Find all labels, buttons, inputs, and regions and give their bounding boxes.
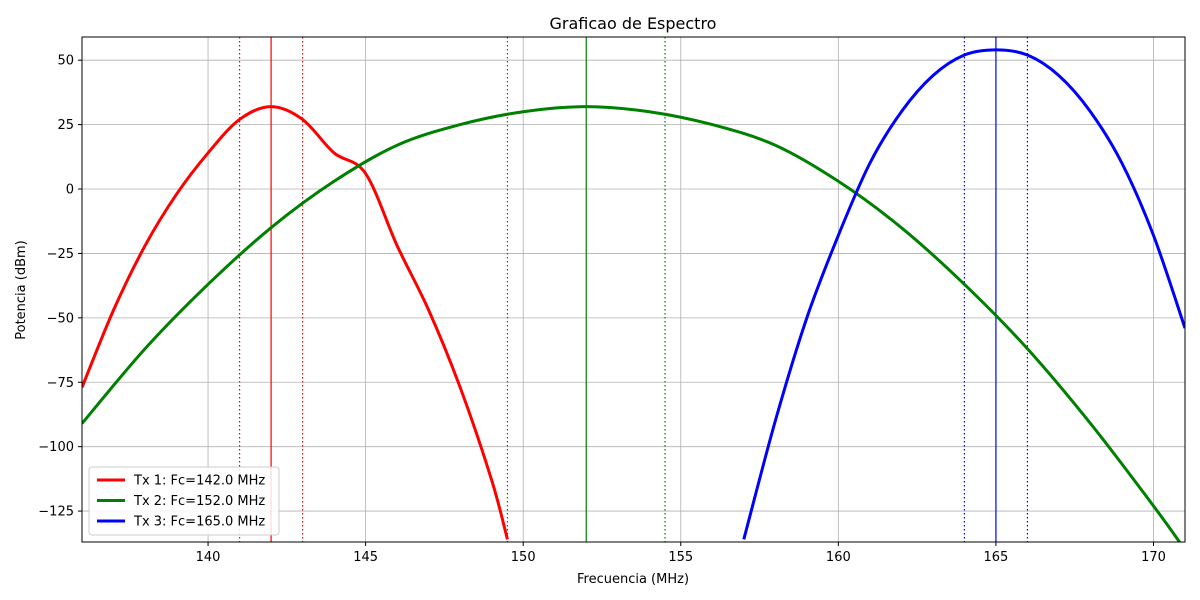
y-tick-label: 0 — [66, 183, 74, 198]
x-tick-label: 165 — [984, 550, 1009, 565]
x-tick-label: 155 — [668, 550, 693, 565]
series-line-tx3 — [742, 48, 1185, 540]
y-tick-label: −125 — [38, 505, 74, 520]
chart-title: Graficao de Espectro — [550, 14, 717, 33]
legend: Tx 1: Fc=142.0 MHz Tx 2: Fc=152.0 MHz Tx 3… — [88, 466, 280, 536]
series-line-tx2 — [82, 105, 1182, 542]
series-lines — [82, 48, 1185, 542]
y-tick-label: −75 — [47, 376, 74, 391]
y-tick-label: −25 — [47, 247, 74, 262]
x-tick-label: 170 — [1141, 550, 1166, 565]
series-line-tx1 — [82, 105, 509, 540]
legend-box — [88, 466, 280, 536]
y-axis-label: Potencia (dBm) — [14, 240, 29, 340]
axis-ticks: 140 145 150 155 160 165 170 50 25 0 −25 −50 −75 −100 −… — [38, 54, 1166, 565]
x-axis-label: Frecuencia (MHz) — [577, 572, 689, 587]
axes-frame — [81, 36, 1186, 543]
x-tick-label: 160 — [826, 550, 851, 565]
legend-entry-label: Tx 2: Fc=152.0 MHz — [133, 494, 265, 509]
y-tick-label: 25 — [57, 118, 74, 133]
y-tick-label: −100 — [38, 440, 74, 455]
legend-entry-label: Tx 1: Fc=142.0 MHz — [133, 474, 265, 489]
x-tick-label: 150 — [511, 550, 536, 565]
bandwidth-markers — [238, 37, 1029, 542]
x-tick-label: 140 — [196, 550, 221, 565]
legend-entry-label: Tx 3: Fc=165.0 MHz — [133, 515, 265, 530]
y-tick-label: 50 — [57, 54, 74, 69]
y-tick-label: −50 — [47, 311, 74, 326]
x-tick-label: 145 — [353, 550, 378, 565]
